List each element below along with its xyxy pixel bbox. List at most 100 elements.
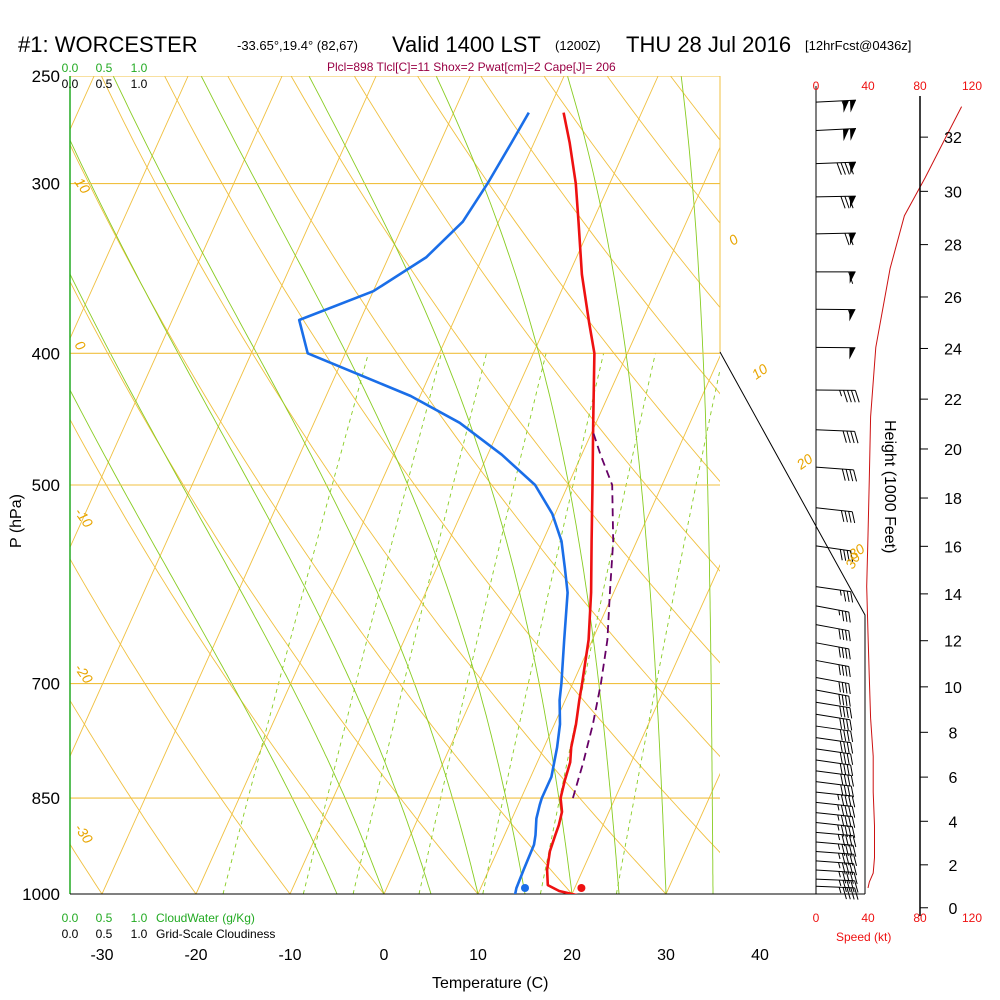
- pressure-tick-label: 700: [32, 675, 60, 694]
- wind-barb-flag: [847, 785, 851, 797]
- wind-barb-flag: [848, 835, 853, 847]
- wind-barb-staff: [815, 624, 849, 632]
- wind-barb-flag: [846, 550, 850, 562]
- height-tick-label: 2: [949, 858, 958, 875]
- wind-barb-flag: [848, 162, 854, 175]
- wind-barb: [815, 128, 857, 142]
- wind-barb: [815, 99, 857, 113]
- cloudiness-tick-top: 1.0: [131, 77, 148, 91]
- dry-adiabat-line: [416, 76, 720, 483]
- wind-barb-flag: [842, 718, 846, 730]
- wind-barb: [815, 642, 851, 660]
- dry-adiabat-line: [70, 699, 197, 894]
- wind-barb-flag: [840, 815, 845, 827]
- wind-barb-flag: [850, 764, 854, 776]
- dry-adiabat-line: [480, 76, 720, 395]
- wind-barb-half-flag: [838, 871, 841, 878]
- speed-tick-top: 40: [861, 79, 875, 93]
- cloudwater-tick-top: 0.5: [96, 61, 113, 75]
- height-tick-label: 22: [944, 392, 962, 409]
- wind-barb-flag: [850, 550, 854, 562]
- speed-axis-title: Speed (kt): [836, 930, 891, 944]
- y-axis-title: P (hPa): [8, 494, 25, 548]
- wind-barb-half-flag: [838, 610, 841, 616]
- wind-barb-flag: [846, 707, 849, 718]
- wind-barb-staff: [815, 725, 851, 732]
- wind-barb-half-flag: [838, 887, 842, 894]
- dewpoint-profile: [297, 111, 569, 894]
- wind-barb-flag: [843, 785, 847, 797]
- wind-barb-flag: [844, 630, 848, 641]
- wind-barb-flag: [854, 880, 859, 893]
- wind-barb-flag: [838, 646, 841, 658]
- cloudwater-tick-top: 0.0: [62, 61, 79, 75]
- wind-barb-half-flag: [837, 843, 841, 850]
- wind-barb-flag: [850, 880, 855, 893]
- wind-barb-flag: [845, 871, 851, 884]
- height-tick-label: 24: [944, 341, 962, 358]
- wind-barb-flag: [842, 887, 847, 900]
- wind-barb: [815, 850, 857, 866]
- wind-barb-flag: [850, 431, 855, 444]
- wind-barb-flag: [841, 629, 845, 640]
- wind-barb-flag: [850, 730, 854, 743]
- wind-barb-staff: [815, 659, 849, 667]
- moist-adiabat-line: [200, 76, 526, 894]
- height-tick-label: 28: [944, 238, 962, 255]
- wind-barb: [815, 770, 854, 787]
- cloudiness-tick-top: 0.5: [96, 77, 113, 91]
- wind-barb: [815, 812, 856, 828]
- height-tick-label: 12: [944, 634, 962, 651]
- wind-barb-flag: [843, 741, 847, 753]
- wind-barb-staff: [815, 759, 851, 766]
- wind-barb-flag: [841, 665, 845, 676]
- wind-barb-flag: [850, 775, 854, 787]
- cloudiness-label: Grid-Scale Cloudiness: [156, 927, 275, 941]
- speed-tick-top: 120: [962, 79, 982, 93]
- wind-barb-flag: [846, 590, 850, 603]
- wind-barb-flag: [839, 706, 843, 717]
- wind-barb-flag: [849, 871, 854, 884]
- wind-barb-flag: [847, 390, 852, 403]
- wind-barb-flag: [848, 825, 852, 838]
- wind-barb-flag: [844, 695, 848, 706]
- wind-barb-flag: [842, 706, 846, 718]
- wind-barb: [815, 232, 856, 246]
- wind-barb: [815, 429, 859, 444]
- wind-barb-staff: [815, 466, 854, 471]
- height-tick-label: 20: [944, 442, 962, 459]
- wind-barb-flag: [844, 825, 848, 838]
- valid-time: Valid 1400 LST: [392, 32, 541, 57]
- wind-barb-pennant: [843, 100, 849, 113]
- wind-barb: [815, 605, 851, 623]
- wind-barb-flag: [844, 805, 848, 817]
- wind-barb-staff: [815, 860, 854, 865]
- wind-barb-flag: [844, 682, 848, 694]
- cloudwater-tick-bottom: 1.0: [131, 911, 148, 925]
- wind-barb-flag: [853, 872, 858, 885]
- wind-barb-flag: [848, 844, 853, 857]
- wind-barb-flag: [845, 834, 849, 847]
- dry-adiabat-line: [70, 143, 573, 894]
- wind-barb: [815, 701, 853, 719]
- wind-barb: [815, 308, 856, 322]
- wind-barb-flag: [850, 887, 855, 900]
- wind-barb-flag: [842, 871, 847, 884]
- wind-barb-flag: [838, 664, 841, 676]
- dry-adiabat-line: [227, 76, 720, 758]
- wind-barb-flag: [841, 853, 846, 866]
- wind-barb-flag: [851, 511, 856, 524]
- wind-barb-half-flag: [839, 589, 842, 596]
- wind-barb: [815, 801, 856, 818]
- parcel-profile: [572, 429, 615, 799]
- isotherm-line: [70, 76, 189, 340]
- wind-barb-flag: [844, 795, 848, 807]
- wind-barb-staff: [815, 841, 854, 846]
- wind-barb-flag: [843, 774, 847, 786]
- wind-barb-staff: [815, 642, 849, 650]
- sounding-profiles: [297, 111, 615, 894]
- wind-barb: [815, 725, 854, 743]
- wind-barb-flag: [848, 630, 851, 642]
- wind-barb-staff: [815, 781, 852, 787]
